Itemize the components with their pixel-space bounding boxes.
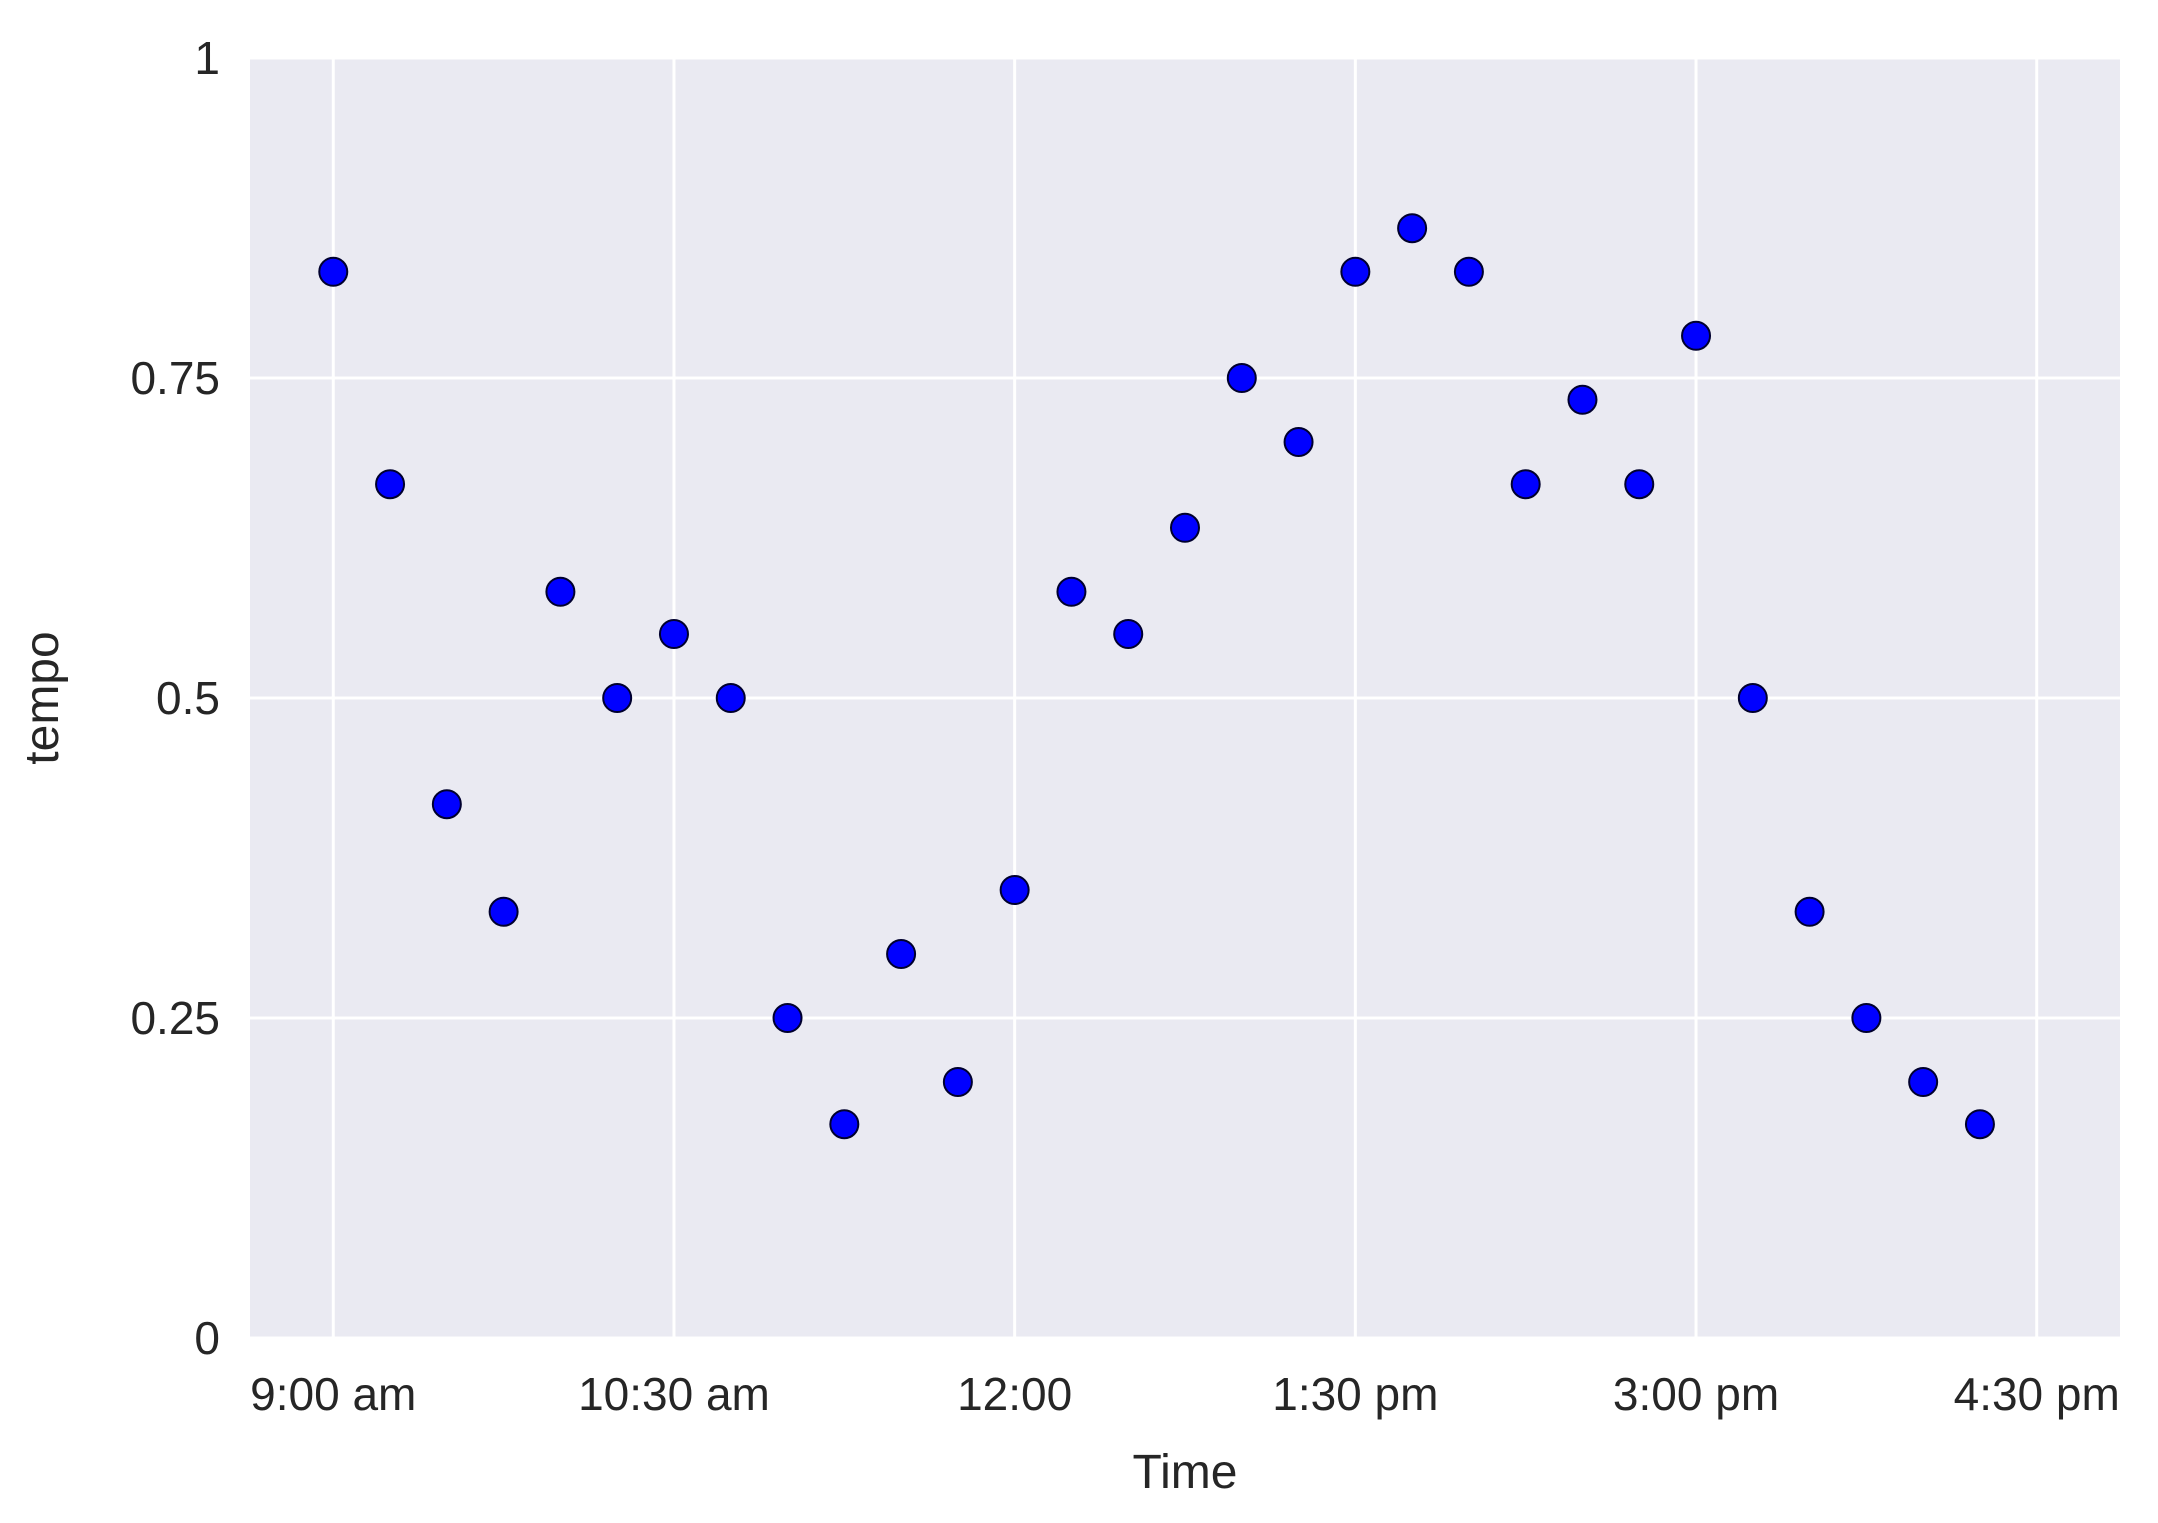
data-point	[602, 683, 633, 713]
data-point	[886, 939, 917, 969]
data-point	[1340, 256, 1371, 287]
data-point	[1681, 320, 1712, 351]
y-tick-label: 0	[194, 1312, 220, 1364]
data-point	[1510, 469, 1541, 500]
grid-lines	[250, 56, 2120, 1340]
data-point	[999, 875, 1030, 905]
y-tick-label: 0.5	[156, 672, 220, 724]
data-points	[318, 213, 1995, 1140]
data-point	[1851, 1003, 1882, 1033]
x-tick-labels: 9:00 am 10:30 am 12:00 1:30 pm 3:00 pm 4:30 p…	[250, 1368, 2120, 1420]
x-axis-label: Time	[1133, 1446, 1238, 1499]
data-point	[1794, 896, 1825, 927]
data-point	[942, 1067, 973, 1097]
data-point	[829, 1109, 860, 1140]
data-point	[375, 469, 406, 500]
data-point	[1908, 1067, 1939, 1097]
data-point	[318, 256, 349, 287]
data-point	[1624, 469, 1655, 500]
data-point	[1170, 512, 1200, 543]
x-tick-label: 12:00	[957, 1368, 1072, 1420]
y-tick-label: 0.25	[130, 992, 220, 1044]
data-point	[1453, 256, 1484, 287]
data-point	[488, 896, 519, 927]
data-point	[772, 1003, 803, 1033]
data-point	[1964, 1109, 1995, 1140]
data-point	[715, 683, 746, 713]
data-point	[545, 576, 576, 607]
data-point	[1283, 427, 1314, 457]
data-point	[1567, 384, 1598, 415]
y-tick-label: 1	[194, 32, 220, 84]
data-point	[1737, 683, 1768, 713]
x-tick-label: 9:00 am	[250, 1368, 416, 1420]
x-tick-label: 3:00 pm	[1613, 1368, 1779, 1420]
data-point	[658, 619, 689, 649]
y-tick-labels: 0 0.25 0.5 0.75 1	[130, 32, 220, 1364]
data-point	[1056, 576, 1087, 607]
x-tick-label: 4:30 pm	[1954, 1368, 2120, 1420]
y-axis-label: tempo	[16, 631, 69, 764]
y-tick-label: 0.75	[130, 352, 220, 404]
data-point	[1226, 363, 1257, 393]
data-point	[431, 789, 462, 820]
x-tick-label: 1:30 pm	[1272, 1368, 1438, 1420]
x-tick-label: 10:30 am	[578, 1368, 770, 1420]
data-point	[1113, 619, 1144, 649]
data-point	[1397, 213, 1428, 244]
